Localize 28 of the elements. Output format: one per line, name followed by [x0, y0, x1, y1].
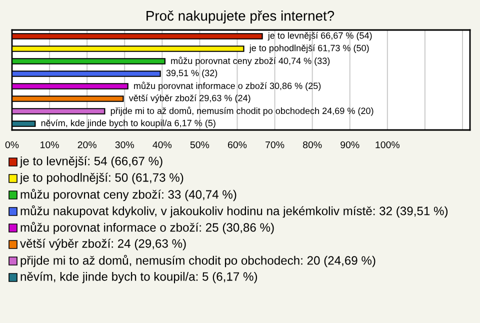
x-tick-label: 30% — [115, 141, 134, 148]
x-tick-label: 70% — [266, 141, 284, 148]
x-tick-label: 20% — [78, 141, 96, 148]
text: můžu porovnat ceny zboží: 33 (40,74 %) — [20, 188, 236, 202]
text: něvím, kde jinde bych to koupil/a: 5 (6,17 %) — [20, 272, 258, 284]
text: je to levnější: 54 (66,67 %) — [20, 156, 162, 168]
data-label: můžu porovnat ceny zboží 40,74 % (33) — [171, 56, 330, 66]
text: přijde mi to až domů, nemusím chodit po obchodech: 20 (24,69 %) — [20, 254, 376, 268]
text: větší výběr zboží: 24 (29,63 %) — [20, 238, 186, 250]
data-label: je to pohodlnější 61,73 % (50) — [249, 44, 369, 54]
x-tick-label: 80% — [303, 141, 322, 148]
x-tick-label: 40% — [152, 141, 172, 148]
x-tick-label: 0% — [5, 141, 19, 148]
x-tick-label: 100% — [376, 141, 400, 148]
data-label: něvím, kde jinde bych to koupil/a 6,17 % (5) — [41, 119, 216, 128]
data-label: větší výběr zboží 29,63 % (24) — [128, 94, 250, 104]
chart-title: Proč nakupujete přes internet? — [146, 10, 334, 24]
text: můžu nakupovat kdykoliv, v jakoukoliv hodinu na jekémkoliv místě: 32 (39,51 %) — [20, 205, 448, 218]
x-tick-label: 50% — [190, 141, 210, 148]
x-tick-label: 90% — [340, 141, 360, 148]
x-tick-label: 10% — [40, 141, 59, 148]
text: je to pohodlnější: 50 (61,73 %) — [20, 172, 184, 184]
text: můžu porovnat informace o zboží: 25 (30,86 %) — [20, 222, 274, 234]
data-label: můžu porovnat informace o zboží 30,86 % (25) — [134, 82, 321, 91]
data-label: je to levnější 66,67 % (54) — [268, 32, 372, 41]
data-label: 39,51 % (32) — [166, 70, 218, 78]
x-tick-label: 60% — [228, 141, 247, 148]
data-label: přijde mi to až domů, nemusím chodit po obchodech 24,69 % (20) — [110, 106, 374, 116]
